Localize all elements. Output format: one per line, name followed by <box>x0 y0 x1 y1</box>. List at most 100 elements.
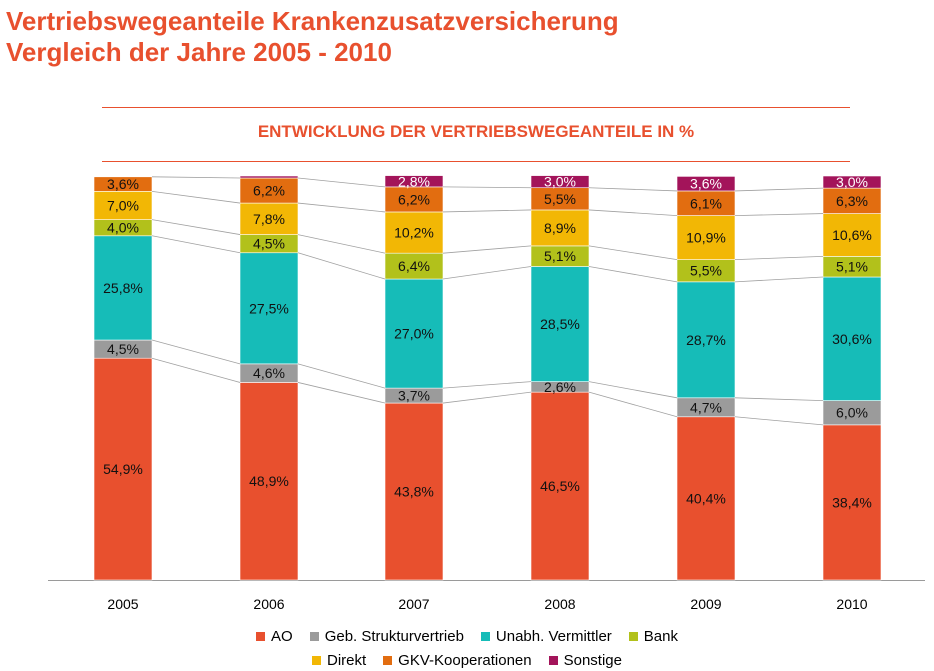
data-label: 5,5% <box>544 191 576 207</box>
data-label: 4,7% <box>690 399 722 415</box>
bar-segment <box>822 213 882 257</box>
data-label: 6,4% <box>398 258 430 274</box>
connector-line <box>151 235 241 254</box>
title-line-2: Vergleich der Jahre 2005 - 2010 <box>6 37 392 67</box>
data-label: 5,5% <box>690 263 722 279</box>
bar-segment <box>676 215 736 260</box>
bar-segment <box>822 187 882 214</box>
connector-line <box>151 357 241 383</box>
x-tick-label: 2006 <box>253 596 284 612</box>
legend-row-2: Direkt GKV-Kooperationen Sonstige <box>0 652 934 669</box>
bar-segment <box>822 175 882 189</box>
legend-row-1: AO Geb. Strukturvertrieb Unabh. Vermittl… <box>0 628 934 645</box>
data-label: 27,0% <box>394 326 434 342</box>
connector-line <box>734 416 824 426</box>
data-label: 3,6% <box>107 176 139 192</box>
data-label: 3,6% <box>690 176 722 192</box>
bar-segment <box>239 202 299 235</box>
connector-line <box>442 245 532 254</box>
bar-segment <box>239 175 299 179</box>
connector-line <box>734 213 824 216</box>
chart-title: ENTWICKLUNG DER VERTRIEBSWEGEANTEILE IN … <box>257 122 695 141</box>
connector-line <box>151 190 241 204</box>
bar-segment <box>384 402 444 581</box>
data-label: 6,0% <box>836 405 868 421</box>
bar-segment <box>676 416 736 581</box>
data-label: 5,1% <box>544 248 576 264</box>
bar-segment <box>384 278 444 389</box>
connector-line <box>734 187 824 192</box>
bar-segment <box>822 424 882 581</box>
connector-line <box>442 266 532 280</box>
bar-segment <box>239 177 299 204</box>
data-label: 48,9% <box>249 473 289 489</box>
data-label: 7,8% <box>253 211 285 227</box>
data-label: 46,5% <box>540 478 580 494</box>
legend-label: Geb. Strukturvertrieb <box>324 628 464 645</box>
data-label: 28,7% <box>686 332 726 348</box>
connector-line <box>297 382 386 404</box>
data-label: 4,0% <box>107 220 139 236</box>
page-title: Vertriebswegeanteile Krankenzusatzversic… <box>6 6 619 68</box>
bar-segment <box>93 357 153 581</box>
data-label: 7,0% <box>107 197 139 213</box>
data-label: 4,5% <box>107 341 139 357</box>
legend-swatch <box>383 656 393 665</box>
legend-label: AO <box>271 628 293 645</box>
connector-line <box>734 255 824 261</box>
data-label: 6,3% <box>836 193 868 209</box>
legend-swatch <box>309 632 319 641</box>
connector-line <box>734 276 824 283</box>
connector-line <box>297 202 386 213</box>
legend-item-direkt: Direkt <box>312 652 366 669</box>
connector-line <box>734 397 824 402</box>
bar-segment <box>530 209 590 247</box>
data-label: 10,2% <box>394 225 434 241</box>
bar-segment <box>239 382 299 581</box>
data-label: 8,9% <box>544 220 576 236</box>
legend-item-strukturvertrieb: Geb. Strukturvertrieb <box>309 628 464 645</box>
x-tick-label: 2009 <box>690 596 721 612</box>
data-label: 38,4% <box>832 494 872 510</box>
data-label: 54,9% <box>103 461 143 477</box>
x-tick-label: 2010 <box>836 596 867 612</box>
connector-line <box>588 381 678 399</box>
connector-line <box>588 245 678 261</box>
bar-segment <box>93 191 153 220</box>
legend-item-bank: Bank <box>628 628 678 645</box>
bar-segment <box>822 276 882 401</box>
connector-line <box>297 363 386 389</box>
data-label: 4,5% <box>253 236 285 252</box>
connector-line <box>442 391 532 404</box>
title-line-1: Vertriebswegeanteile Krankenzusatzversic… <box>6 6 619 36</box>
data-label: 3,0% <box>544 174 576 190</box>
bar-segment <box>530 391 590 581</box>
bar-segment <box>384 186 444 213</box>
bar-segment <box>384 175 444 188</box>
connector-line <box>588 266 678 283</box>
bar-segment <box>530 266 590 382</box>
data-label: 40,4% <box>686 490 726 506</box>
legend-item-ao: AO <box>256 628 293 645</box>
connector-line <box>588 391 678 418</box>
data-label: 43,8% <box>394 484 434 500</box>
connector-line <box>588 209 678 216</box>
bottom-divider <box>102 161 850 162</box>
connector-line <box>297 234 386 254</box>
data-label: 2,8% <box>398 173 430 189</box>
legend-swatch <box>628 632 638 641</box>
connector-line <box>588 187 678 192</box>
connector-line <box>151 339 241 365</box>
legend-label: Sonstige <box>563 652 622 669</box>
data-label: 10,9% <box>686 230 726 246</box>
data-label: 2,6% <box>544 379 576 395</box>
bar-segment <box>676 176 736 192</box>
legend-swatch <box>548 656 558 665</box>
legend-label: GKV-Kooperationen <box>398 652 532 669</box>
connector-line <box>442 381 532 389</box>
connector-line <box>442 209 532 213</box>
data-label: 25,8% <box>103 280 143 296</box>
top-divider <box>102 107 850 108</box>
legend-swatch <box>480 632 490 641</box>
legend-item-sonstige: Sonstige <box>548 652 622 669</box>
